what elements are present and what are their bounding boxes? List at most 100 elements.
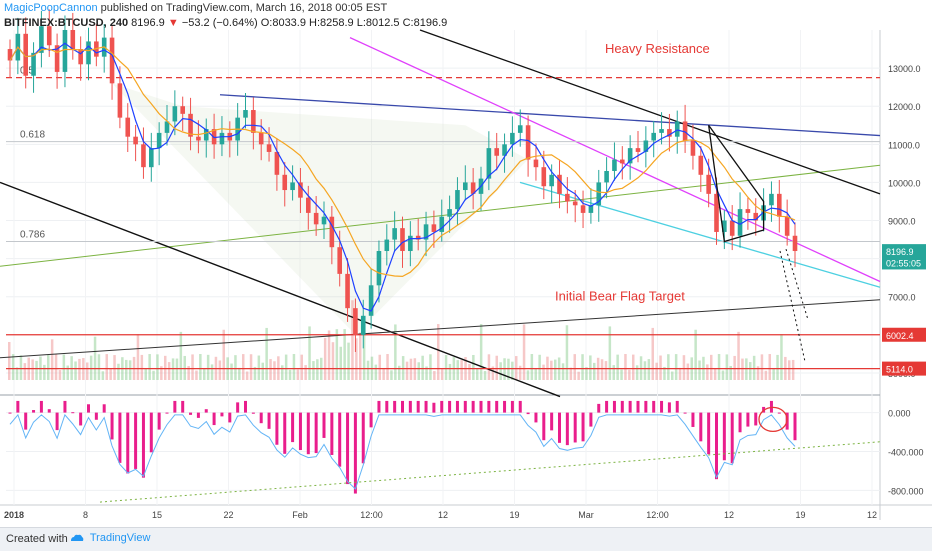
volume-bar — [97, 354, 101, 380]
oscillator-bar — [102, 404, 106, 413]
candle-body — [470, 182, 476, 194]
volume-bar — [218, 360, 222, 380]
oscillator-bar — [283, 412, 287, 454]
projection-line — [785, 248, 809, 320]
volume-bar — [737, 331, 740, 380]
volume-bar — [768, 354, 771, 380]
trend-line — [0, 164, 881, 267]
volume-bar — [331, 342, 335, 380]
candle-body — [392, 228, 397, 240]
footer-bar: Created with TradingView — [0, 527, 932, 551]
volume-bar — [335, 329, 339, 380]
candle-body — [400, 228, 405, 252]
candle-body — [557, 174, 562, 194]
volume-bar — [421, 355, 424, 380]
oscillator-bar — [597, 403, 601, 413]
chart-canvas[interactable]: 13000.012000.011000.010000.09000.08000.0… — [0, 0, 932, 527]
volume-bar — [167, 362, 171, 380]
author-link[interactable]: MagicPoopCannon — [4, 2, 98, 14]
candle-body — [164, 121, 170, 133]
oscillator-bar — [71, 412, 75, 414]
volume-bar — [366, 360, 370, 380]
tradingview-brand: TradingView — [89, 532, 151, 544]
bear-flag-outline — [708, 124, 765, 243]
volume-bar — [628, 369, 631, 380]
candle-body — [525, 125, 531, 160]
volume-bar — [456, 360, 459, 380]
oscillator-bar — [298, 412, 302, 451]
oscillator-bar — [448, 400, 452, 413]
volume-bar — [308, 326, 311, 380]
volume-bar — [43, 364, 46, 380]
volume-bar — [608, 326, 612, 380]
candle-body — [125, 117, 131, 137]
candle-body — [706, 174, 711, 194]
volume-bar — [288, 369, 292, 380]
oscillator-bar — [141, 412, 145, 478]
time-tick-label: Feb — [292, 510, 308, 520]
oscillator-bar — [134, 412, 138, 469]
candle-body — [219, 132, 225, 145]
volume-bar — [487, 354, 491, 380]
candle-body — [533, 159, 539, 168]
volume-bar — [47, 354, 50, 380]
volume-bar — [725, 354, 729, 380]
volume-bar — [581, 354, 584, 380]
oscillator-bar — [432, 402, 436, 413]
oscillator-bar — [330, 412, 334, 455]
volume-bar — [179, 331, 183, 380]
candle-body — [408, 235, 413, 252]
candle-body — [368, 285, 374, 316]
volume-bar — [128, 360, 132, 380]
candle-body — [266, 144, 272, 152]
oscillator-bar — [691, 412, 695, 427]
oscillator-bar — [55, 412, 59, 431]
candle-body — [329, 216, 335, 248]
oscillator-bar — [699, 412, 703, 442]
tradingview-logo[interactable]: TradingView — [70, 532, 150, 544]
volume-bar — [647, 359, 651, 380]
candle-body — [180, 106, 185, 114]
volume-bar — [764, 370, 768, 380]
volume-bar — [491, 366, 495, 380]
trend-line — [0, 299, 881, 359]
volume-bar — [589, 355, 592, 380]
volume-bar — [339, 346, 342, 380]
chart-background — [0, 0, 932, 527]
volume-bar — [19, 355, 23, 380]
price-tick-label: 7000.0 — [888, 293, 916, 303]
volume-bar — [437, 324, 440, 380]
oscillator-bar — [353, 412, 357, 494]
volume-bar — [483, 371, 487, 380]
volume-bar — [265, 327, 268, 380]
candle-body — [698, 155, 704, 175]
oscillator-bar — [275, 412, 279, 445]
volume-bar — [499, 362, 502, 380]
candle-body — [345, 273, 350, 309]
oscillator-bar — [581, 412, 585, 442]
volume-bar — [187, 366, 190, 380]
oscillator-bar — [534, 412, 538, 423]
volume-bar — [534, 369, 537, 380]
oscillator-bar — [667, 402, 671, 413]
oscillator-bar — [346, 412, 350, 485]
volume-bar — [538, 354, 541, 380]
oscillator-bar — [47, 409, 51, 413]
candle-body — [337, 247, 342, 274]
volume-bar — [440, 368, 444, 380]
volume-bar — [682, 355, 686, 380]
candle-body — [769, 193, 774, 206]
oscillator-bar — [228, 412, 232, 423]
volume-bar — [671, 371, 674, 380]
volume-bar — [698, 360, 701, 380]
volume-bar — [164, 355, 167, 380]
oscillator-bar — [291, 412, 295, 443]
candle-body — [604, 170, 609, 183]
candle-body — [612, 159, 617, 171]
oscillator-bar — [416, 400, 420, 413]
candle-body — [321, 216, 327, 225]
trend-line — [419, 29, 881, 195]
oscillator-bar — [746, 412, 750, 427]
volume-bar — [203, 368, 206, 380]
trend-line — [0, 181, 561, 398]
